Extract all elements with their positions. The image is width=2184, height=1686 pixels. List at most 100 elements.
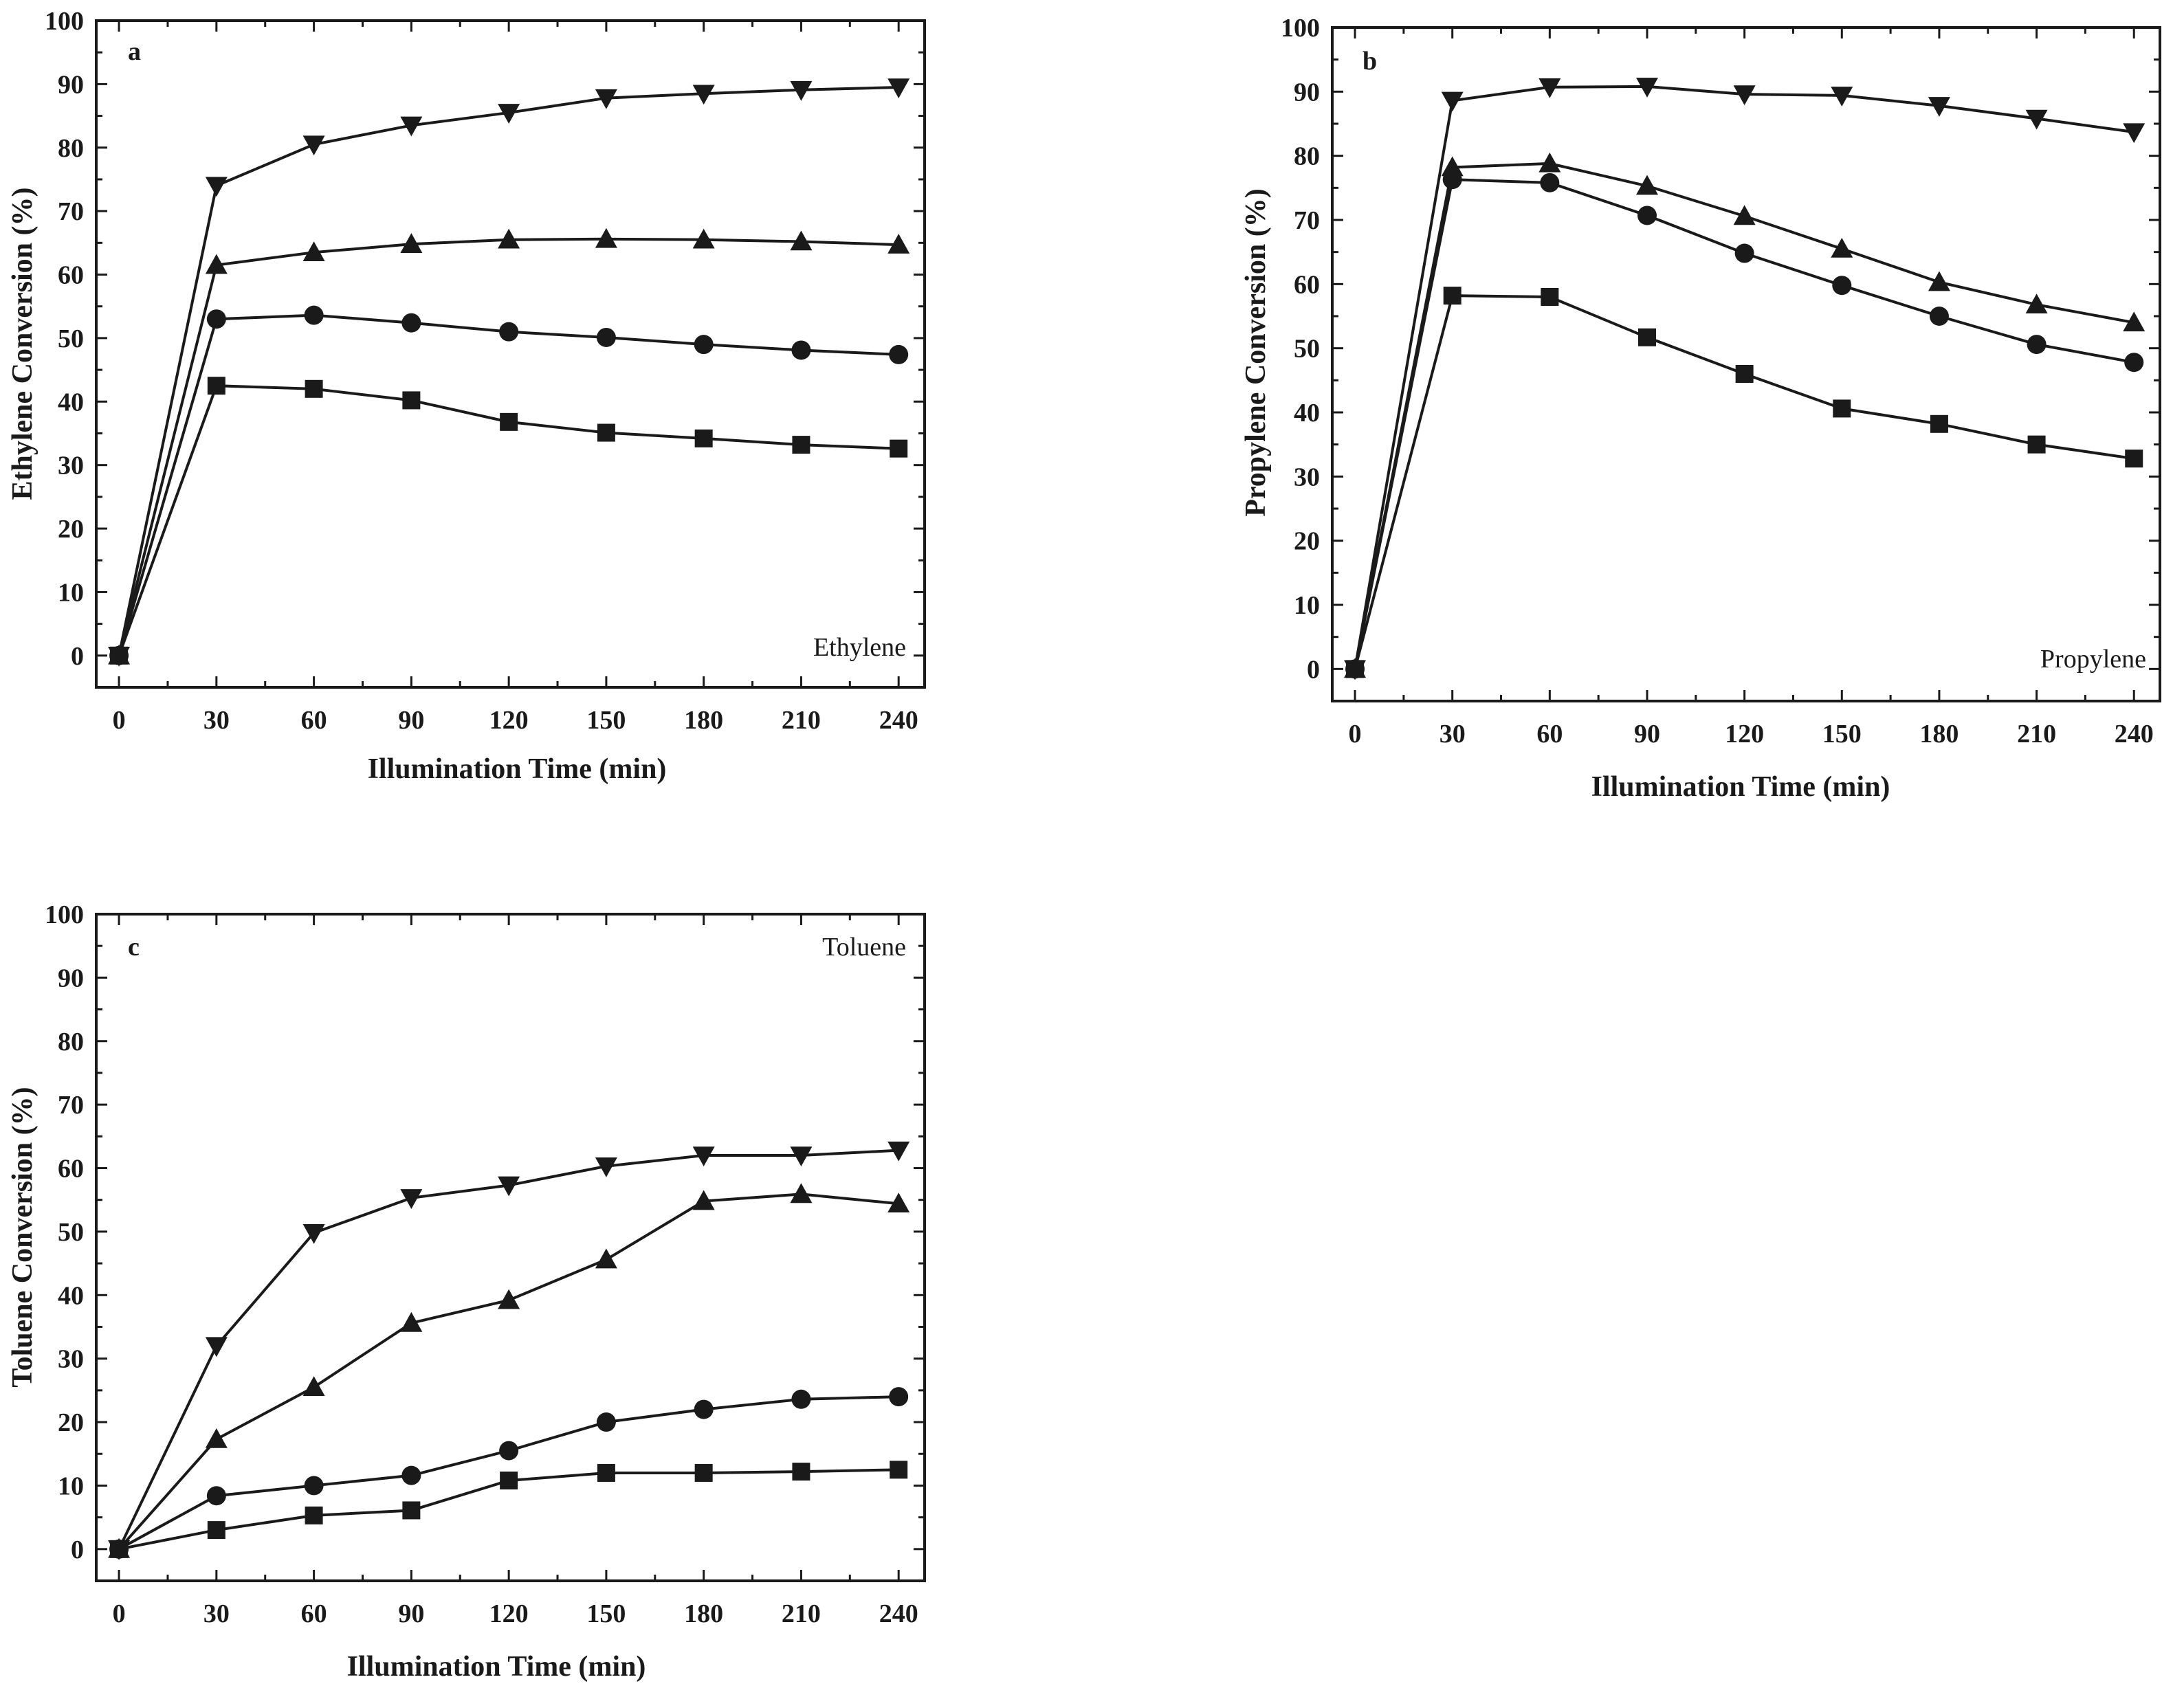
- data-point-triangle-down: [302, 1223, 325, 1244]
- data-point-triangle-up: [400, 1311, 423, 1332]
- data-point-circle: [206, 309, 226, 329]
- data-point-triangle-up: [790, 1183, 813, 1204]
- y-tick-label: 10: [58, 1472, 84, 1500]
- data-point-triangle-down: [1831, 87, 1853, 107]
- data-point-circle: [2124, 353, 2144, 373]
- x-axis-title: Illumination Time (min): [347, 1651, 646, 1683]
- data-point-circle: [694, 1399, 714, 1419]
- data-point-triangle-down: [595, 1157, 617, 1177]
- y-tick-label: 70: [58, 197, 84, 226]
- data-point-square: [792, 436, 810, 454]
- data-point-triangle-down: [887, 78, 910, 98]
- data-point-triangle-down: [498, 1176, 520, 1197]
- x-tick-label: 210: [782, 706, 821, 735]
- plot-frame: [95, 913, 926, 1582]
- y-tick-label: 10: [1294, 591, 1320, 620]
- y-axis-title: Ethylene Conversion (%): [7, 188, 38, 500]
- x-tick-label: 90: [398, 706, 424, 735]
- data-point-triangle-down: [790, 80, 813, 101]
- x-tick-label: 120: [1725, 720, 1764, 748]
- data-point-circle: [401, 313, 421, 333]
- y-tick-label: 90: [1294, 78, 1320, 107]
- data-point-square: [1735, 365, 1754, 383]
- data-point-square: [402, 391, 421, 410]
- data-point-triangle-down: [790, 1146, 813, 1167]
- y-tick-label: 20: [1294, 527, 1320, 556]
- data-point-square: [500, 1472, 518, 1490]
- y-tick-label: 20: [58, 515, 84, 544]
- data-point-triangle-down: [1344, 660, 1367, 680]
- data-point-circle: [889, 344, 909, 364]
- y-tick-label: 20: [58, 1408, 84, 1437]
- data-point-square: [305, 379, 323, 398]
- y-tick-label: 0: [71, 642, 84, 671]
- data-point-triangle-down: [2123, 123, 2146, 144]
- data-point-triangle-up: [595, 228, 617, 248]
- data-point-circle: [791, 340, 811, 360]
- plot-frame: [95, 19, 926, 689]
- data-point-triangle-up: [400, 233, 423, 253]
- x-tick-label: 60: [1536, 720, 1563, 748]
- data-point-triangle-up: [790, 230, 813, 251]
- x-tick-label: 150: [1822, 720, 1862, 748]
- series-line-square: [1354, 294, 2135, 669]
- data-point-circle: [1637, 206, 1657, 225]
- data-point-square: [207, 377, 225, 395]
- y-tick-label: 60: [58, 1155, 84, 1184]
- x-tick-label: 120: [489, 1599, 529, 1628]
- data-point-triangle-up: [302, 241, 325, 261]
- panel-letter: a: [128, 37, 141, 66]
- y-tick-label: 80: [58, 1028, 84, 1056]
- data-point-circle: [596, 1412, 616, 1432]
- data-point-triangle-up: [302, 1376, 325, 1397]
- data-point-triangle-down: [595, 89, 617, 109]
- x-tick-label: 0: [1349, 720, 1362, 748]
- data-point-triangle-down: [692, 85, 715, 105]
- y-tick-label: 100: [45, 7, 84, 36]
- data-point-circle: [304, 305, 324, 325]
- data-point-square: [2125, 450, 2143, 468]
- data-point-circle: [889, 1387, 909, 1407]
- plot-frame: [1331, 26, 2161, 702]
- panel-letter: c: [128, 933, 140, 962]
- x-tick-label: 30: [203, 706, 230, 735]
- x-tick-label: 240: [2115, 720, 2154, 748]
- data-point-triangle-down: [400, 116, 423, 137]
- data-point-triangle-down: [205, 1337, 228, 1357]
- x-axis-title: Illumination Time (min): [1591, 771, 1890, 803]
- compound-label: Toluene: [822, 933, 906, 962]
- data-point-circle: [791, 1389, 811, 1409]
- x-tick-label: 180: [1919, 720, 1959, 748]
- x-axis-title: Illumination Time (min): [368, 753, 667, 785]
- x-tick-label: 90: [1634, 720, 1660, 748]
- data-point-circle: [1540, 173, 1560, 192]
- data-point-square: [1541, 288, 1559, 306]
- data-point-triangle-down: [1441, 91, 1464, 112]
- x-tick-label: 30: [1440, 720, 1466, 748]
- y-tick-label: 80: [58, 134, 84, 163]
- data-point-triangle-up: [498, 1289, 520, 1309]
- data-point-triangle-down: [498, 104, 520, 124]
- data-point-circle: [694, 335, 714, 355]
- data-point-circle: [1929, 307, 1949, 326]
- x-tick-label: 0: [113, 1599, 126, 1628]
- data-point-circle: [304, 1476, 324, 1496]
- series-line-triangle-down: [118, 86, 899, 656]
- data-point-circle: [2027, 335, 2047, 355]
- x-tick-label: 150: [586, 706, 626, 735]
- data-point-triangle-down: [302, 135, 325, 156]
- y-axis-title: Toluene Conversion (%): [7, 1087, 38, 1387]
- data-point-square: [694, 429, 713, 447]
- x-tick-label: 240: [879, 1599, 918, 1628]
- data-point-triangle-down: [205, 177, 228, 197]
- y-tick-label: 50: [58, 324, 84, 353]
- data-point-square: [792, 1463, 810, 1481]
- data-point-triangle-up: [887, 1193, 910, 1213]
- y-tick-label: 30: [1294, 463, 1320, 491]
- data-point-square: [890, 1461, 908, 1479]
- data-point-triangle-up: [205, 254, 228, 274]
- x-tick-label: 180: [684, 1599, 723, 1628]
- y-axis-title: Propylene Conversion (%): [1240, 188, 1272, 517]
- series-line-triangle-up: [118, 237, 899, 656]
